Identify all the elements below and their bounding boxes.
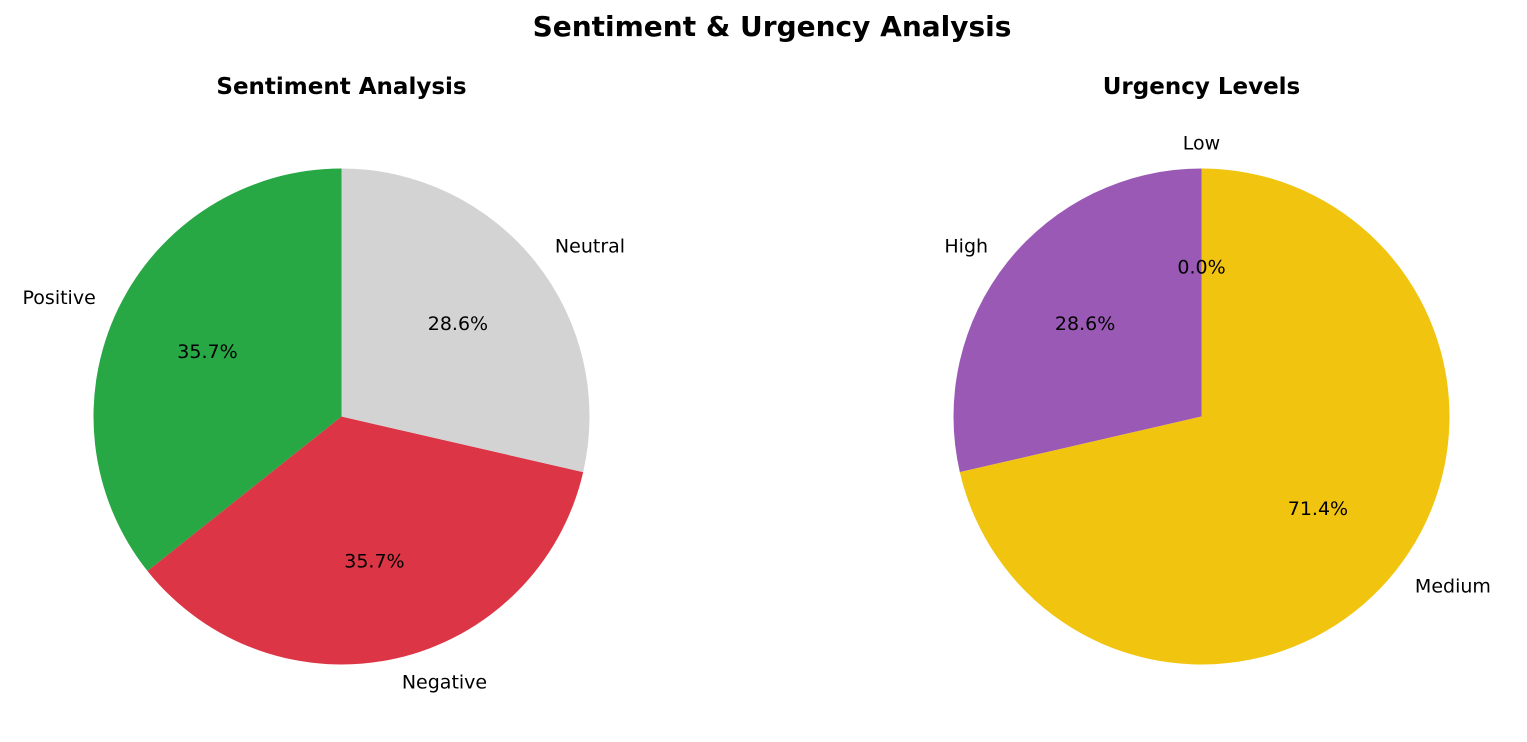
pie-chart-urgency-levels: Urgency Levels High 28.6% Medium 71.4% Low 0.0… xyxy=(944,74,1491,665)
figure-title: Sentiment & Urgency Analysis xyxy=(532,10,1012,43)
slice-label-neutral: Neutral xyxy=(555,236,625,258)
pie-slice-positive xyxy=(93,168,342,571)
chart-title: Sentiment Analysis xyxy=(216,74,466,100)
slice-pct-medium: 71.4% xyxy=(1288,498,1348,520)
slice-label-medium: Medium xyxy=(1415,575,1491,597)
chart-title: Urgency Levels xyxy=(1103,74,1301,100)
slice-label-positive: Positive xyxy=(23,287,96,309)
pie-slice-medium xyxy=(959,168,1450,665)
slice-label-high: High xyxy=(944,236,988,258)
slice-pct-low: 0.0% xyxy=(1177,257,1225,279)
slice-label-low: Low xyxy=(1183,133,1220,155)
pie-slice-high xyxy=(953,168,1202,473)
slice-pct-neutral: 28.6% xyxy=(428,313,488,335)
slice-pct-negative: 35.7% xyxy=(344,551,404,573)
pie-slice-neutral xyxy=(341,168,590,473)
slice-pct-positive: 35.7% xyxy=(177,341,237,363)
pie-chart-sentiment-analysis: Sentiment Analysis Positive 35.7% Negative 3… xyxy=(23,74,626,694)
slice-label-negative: Negative xyxy=(402,672,487,694)
pie-slice-negative xyxy=(147,416,584,665)
slice-pct-high: 28.6% xyxy=(1055,313,1115,335)
